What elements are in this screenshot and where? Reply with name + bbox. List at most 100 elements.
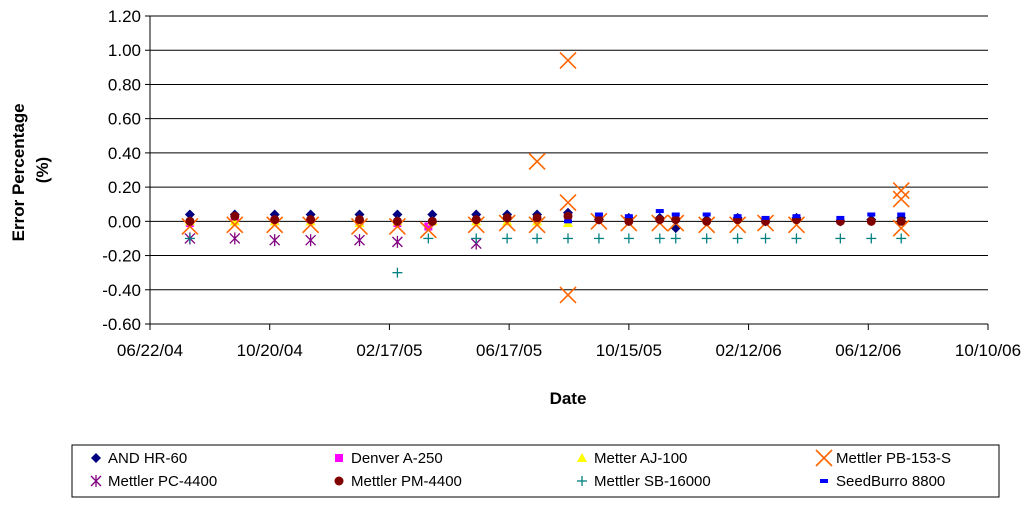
legend-item-mettler-pc-4400: Mettler PC-4400 xyxy=(90,473,217,490)
legend-marker-mettler-pm-4400 xyxy=(334,476,344,486)
x-tick-label: 02/17/05 xyxy=(356,341,422,360)
legend-marker-mettler-pc-4400 xyxy=(90,475,102,487)
data-point-mettler-pm-4400 xyxy=(185,216,195,226)
y-axis-title-line-2: (%) xyxy=(33,157,52,183)
legend-marker-mettler-sb-16000 xyxy=(577,476,587,486)
data-point-mettler-pb-153-s xyxy=(388,217,406,236)
y-tick-label: -0.40 xyxy=(102,281,141,300)
data-point-mettler-sb-16000 xyxy=(835,233,846,244)
data-point-mettler-pm-4400 xyxy=(270,215,280,225)
data-point-mettler-sb-16000 xyxy=(866,233,877,244)
data-point-mettler-pb-153-s xyxy=(498,214,516,232)
data-point-and-hr-60 xyxy=(392,209,403,220)
y-tick-label: 0.80 xyxy=(108,75,141,94)
series-mettler-sb-16000 xyxy=(184,233,907,278)
axes: 1.20 1.00 0.80 0.60 0.40 0.20 0.00 -0.20 -0.40 -0… xyxy=(102,7,1021,360)
legend-marker-seedburro-8800 xyxy=(820,479,828,483)
y-tick-label: 0.20 xyxy=(108,178,141,197)
legend-item-mettler-pm-4400: Mettler PM-4400 xyxy=(334,473,462,490)
data-point-mettler-pb-153-s xyxy=(266,216,284,234)
data-point-mettler-pm-4400 xyxy=(471,215,481,225)
data-point-seedburro-8800 xyxy=(792,214,801,219)
data-point-seedburro-8800 xyxy=(702,212,711,217)
legend-label: Metter AJ-100 xyxy=(594,450,687,467)
data-point-mettler-pc-4400 xyxy=(391,235,403,248)
legend: AND HR-60 Denver A-250 Metter AJ-100 Mettle… xyxy=(71,444,1000,498)
x-tick-label: 06/12/06 xyxy=(835,341,901,360)
y-tick-label: -0.60 xyxy=(102,315,141,334)
legend-item-denver-a-250: Denver A-250 xyxy=(335,450,443,467)
x-tick-label: 06/22/04 xyxy=(117,341,183,360)
data-point-mettler-pm-4400 xyxy=(594,215,604,225)
data-point-mettler-sb-16000 xyxy=(502,233,513,244)
data-point-mettler-pb-153-s xyxy=(181,217,199,236)
data-point-mettler-pb-153-s xyxy=(892,190,910,208)
x-tick-label: 02/12/06 xyxy=(715,341,781,360)
data-point-seedburro-8800 xyxy=(655,209,664,214)
data-point-mettler-pm-4400 xyxy=(624,216,634,226)
series-mettler-pc-4400 xyxy=(184,232,482,250)
data-point-seedburro-8800 xyxy=(733,214,742,219)
y-tick-label: 1.00 xyxy=(108,41,141,60)
data-point-and-hr-60 xyxy=(427,209,438,220)
data-point-mettler-pm-4400 xyxy=(532,213,542,223)
legend-label: Denver A-250 xyxy=(351,450,443,467)
x-tick-label: 06/17/05 xyxy=(476,341,542,360)
data-point-mettler-sb-16000 xyxy=(760,233,771,244)
data-point-mettler-pm-4400 xyxy=(502,213,512,223)
legend-marker-metter-aj-100 xyxy=(577,453,587,462)
legend-label: Mettler PC-4400 xyxy=(108,473,217,490)
data-point-mettler-pb-153-s xyxy=(528,152,546,171)
data-point-mettler-sb-16000 xyxy=(392,267,403,278)
data-point-mettler-sb-16000 xyxy=(791,233,802,244)
data-point-mettler-pb-153-s xyxy=(528,216,546,234)
data-point-mettler-sb-16000 xyxy=(896,233,907,244)
data-point-mettler-pc-4400 xyxy=(305,234,317,247)
series-mettler-pm-4400 xyxy=(185,211,906,226)
data-point-and-hr-60 xyxy=(184,209,195,220)
legend-item-seedburro-8800: SeedBurro 8800 xyxy=(820,473,945,490)
data-point-and-hr-60 xyxy=(670,223,681,234)
data-point-denver-a-250 xyxy=(424,222,433,231)
series-mettler-pb-153-s xyxy=(181,51,910,304)
data-point-mettler-pb-153-s xyxy=(350,217,369,236)
data-points xyxy=(181,51,910,304)
legend-label: Mettler PB-153-S xyxy=(836,450,951,467)
x-tick-label: 10/15/05 xyxy=(596,341,662,360)
legend-label: SeedBurro 8800 xyxy=(836,473,945,490)
data-point-mettler-pb-153-s xyxy=(729,216,747,234)
y-tick-label: -0.20 xyxy=(102,247,141,266)
legend-item-mettler-sb-16000: Mettler SB-16000 xyxy=(577,473,711,490)
legend-marker-mettler-pb-153-s xyxy=(815,449,833,467)
legend-label: Mettler PM-4400 xyxy=(351,473,462,490)
data-point-mettler-sb-16000 xyxy=(654,233,665,244)
data-point-mettler-pb-153-s xyxy=(892,181,910,200)
x-tick-label: 10/20/04 xyxy=(237,341,303,360)
data-point-seedburro-8800 xyxy=(836,215,845,220)
data-point-mettler-pc-4400 xyxy=(354,234,365,247)
legend-item-mettler-pb-153-s: Mettler PB-153-S xyxy=(815,449,951,467)
data-point-seedburro-8800 xyxy=(594,212,603,217)
data-point-mettler-pm-4400 xyxy=(655,215,665,225)
data-point-mettler-sb-16000 xyxy=(184,233,195,244)
data-point-mettler-pm-4400 xyxy=(230,211,240,221)
x-tick-label: 10/10/06 xyxy=(955,341,1021,360)
legend-item-and-hr-60: AND HR-60 xyxy=(91,450,187,467)
data-point-seedburro-8800 xyxy=(867,212,876,217)
data-point-mettler-sb-16000 xyxy=(701,233,712,244)
data-point-mettler-pb-153-s xyxy=(302,216,320,234)
series-seedburro-8800 xyxy=(564,209,906,224)
legend-marker-and-hr-60 xyxy=(91,453,101,463)
data-point-seedburro-8800 xyxy=(564,219,573,224)
data-point-mettler-pb-153-s xyxy=(559,51,577,70)
data-point-mettler-sb-16000 xyxy=(532,233,543,244)
data-point-mettler-pb-153-s xyxy=(787,216,806,234)
data-point-mettler-pm-4400 xyxy=(896,216,906,226)
y-axis-title: Error Percentage (%) xyxy=(9,99,52,242)
data-point-mettler-pm-4400 xyxy=(702,216,712,226)
data-point-mettler-pc-4400 xyxy=(269,234,281,247)
legend-label: Mettler SB-16000 xyxy=(594,473,711,490)
axis-labels: Date Error Percentage (%) xyxy=(9,99,586,408)
legend-item-metter-aj-100: Metter AJ-100 xyxy=(577,450,687,467)
